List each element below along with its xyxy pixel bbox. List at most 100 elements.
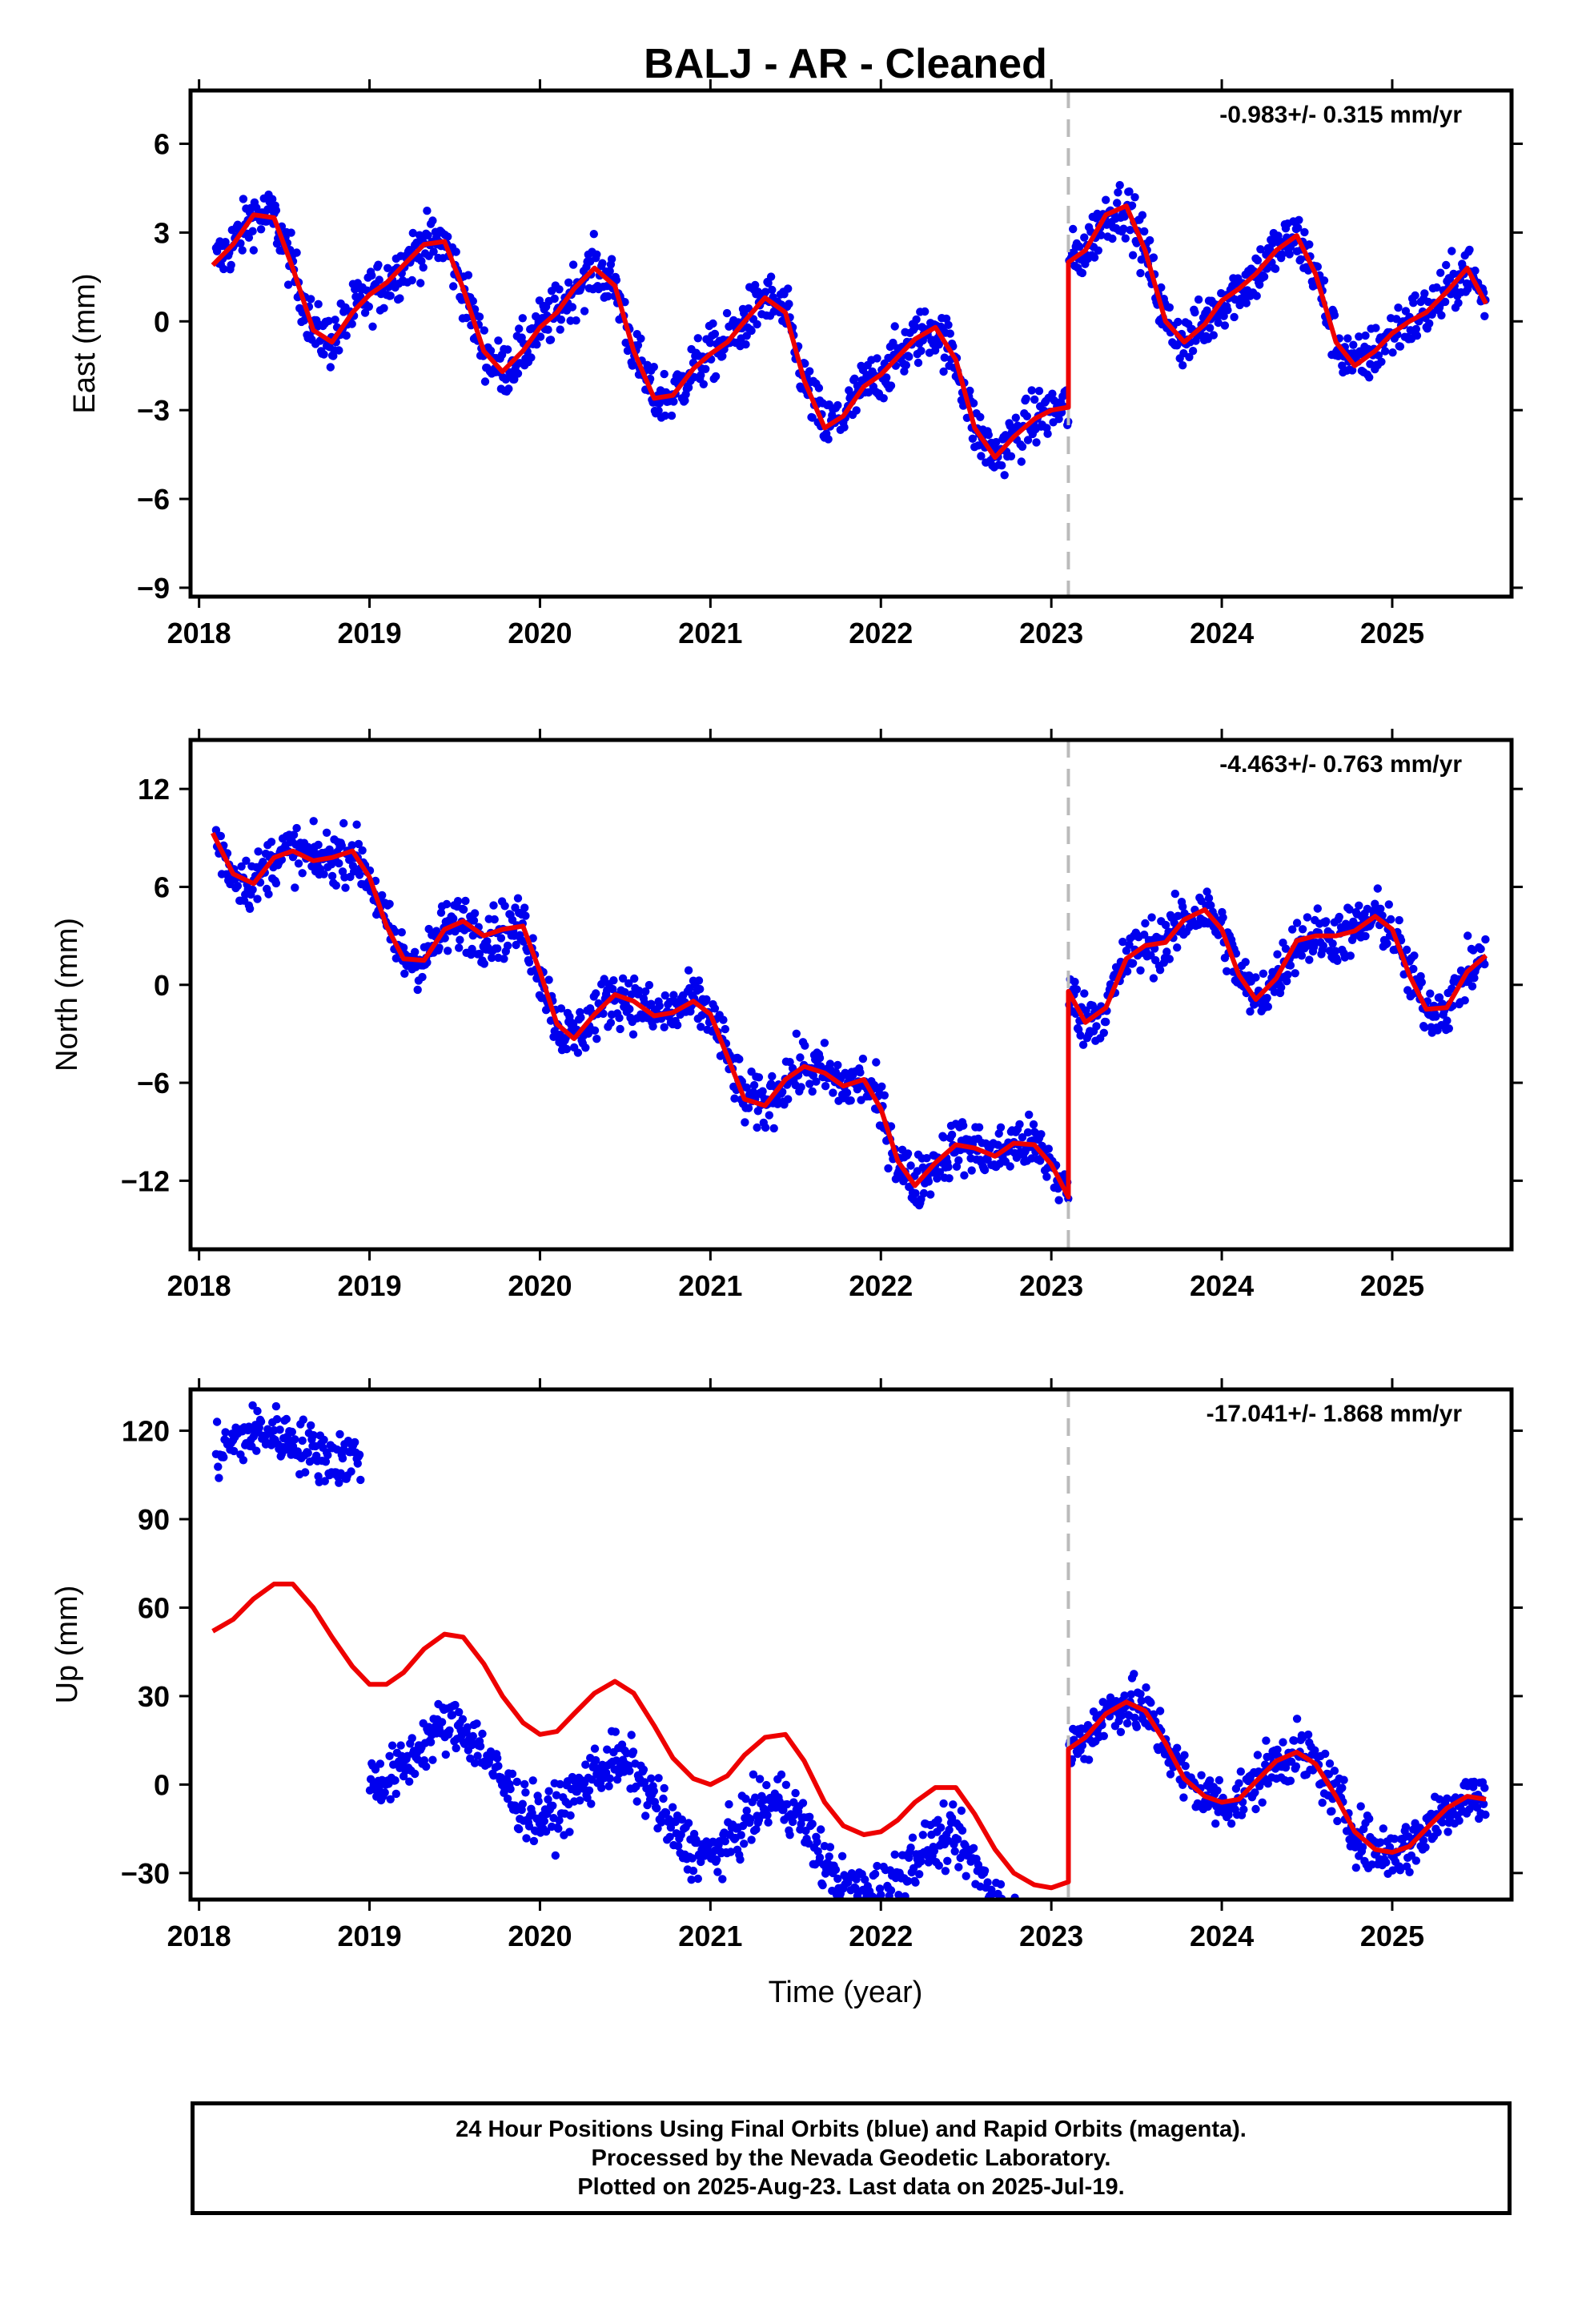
data-point bbox=[428, 216, 437, 225]
data-point bbox=[1455, 1816, 1464, 1825]
data-point bbox=[962, 1872, 970, 1880]
y-axis-label: East (mm) bbox=[68, 273, 102, 413]
data-point bbox=[825, 1852, 833, 1861]
data-point bbox=[1003, 1907, 1011, 1915]
data-point bbox=[1387, 915, 1395, 924]
data-point bbox=[1347, 366, 1357, 375]
data-point bbox=[954, 1156, 963, 1165]
data-point bbox=[1219, 913, 1227, 923]
data-point bbox=[1140, 931, 1149, 939]
data-point bbox=[1027, 386, 1036, 395]
data-point bbox=[1090, 253, 1099, 262]
data-point bbox=[701, 364, 710, 373]
data-point bbox=[808, 1087, 817, 1096]
data-point bbox=[741, 1118, 749, 1127]
data-point bbox=[1325, 1759, 1335, 1768]
data-point bbox=[480, 959, 488, 968]
data-point bbox=[1471, 266, 1480, 275]
data-point bbox=[544, 1795, 552, 1804]
data-point bbox=[1263, 994, 1271, 1003]
data-point bbox=[1116, 1727, 1126, 1736]
data-point bbox=[1303, 913, 1312, 922]
data-point bbox=[1099, 1731, 1109, 1740]
data-point bbox=[1069, 224, 1078, 234]
data-point bbox=[741, 340, 750, 349]
data-point bbox=[494, 1762, 503, 1771]
data-point bbox=[287, 228, 295, 237]
data-point bbox=[641, 987, 650, 996]
data-point bbox=[993, 1932, 1001, 1940]
data-point bbox=[906, 1844, 915, 1852]
data-point bbox=[749, 1088, 758, 1097]
y-tick-label: −6 bbox=[137, 1067, 170, 1100]
data-point bbox=[515, 324, 524, 333]
data-point bbox=[606, 1018, 616, 1027]
data-point bbox=[1174, 911, 1182, 921]
data-point bbox=[1132, 1723, 1142, 1731]
data-point bbox=[944, 1163, 953, 1172]
data-point bbox=[598, 259, 607, 267]
data-point bbox=[1029, 1120, 1038, 1129]
x-tick-label: 2022 bbox=[849, 617, 913, 649]
data-point bbox=[659, 1794, 668, 1803]
data-point bbox=[1349, 340, 1358, 349]
data-point bbox=[500, 902, 509, 911]
data-point bbox=[534, 1797, 543, 1806]
data-point bbox=[825, 1059, 835, 1068]
data-point bbox=[661, 991, 669, 1000]
data-point bbox=[852, 1875, 861, 1884]
data-point bbox=[518, 1799, 527, 1808]
data-point bbox=[858, 1054, 868, 1063]
data-point bbox=[1412, 331, 1422, 340]
data-point bbox=[746, 1815, 755, 1823]
data-point bbox=[1395, 342, 1405, 351]
data-point bbox=[1319, 941, 1328, 951]
data-point bbox=[1173, 1743, 1182, 1752]
data-point bbox=[355, 870, 364, 879]
data-point bbox=[829, 1088, 837, 1097]
data-point bbox=[307, 1421, 315, 1430]
data-point bbox=[1018, 1908, 1026, 1916]
data-point bbox=[1253, 255, 1263, 265]
data-point bbox=[1311, 1746, 1319, 1755]
data-point bbox=[1023, 1128, 1033, 1137]
data-point bbox=[1115, 181, 1124, 190]
data-point bbox=[253, 895, 262, 903]
y-tick-label: −3 bbox=[137, 394, 170, 427]
data-point bbox=[1421, 1843, 1430, 1852]
data-point bbox=[1253, 1751, 1263, 1759]
data-point bbox=[1420, 1023, 1429, 1032]
data-point bbox=[620, 298, 629, 307]
data-point bbox=[212, 1417, 222, 1426]
data-point bbox=[968, 434, 978, 443]
data-point bbox=[1296, 255, 1305, 263]
data-point bbox=[470, 1759, 480, 1767]
data-point bbox=[379, 304, 388, 312]
data-point bbox=[705, 339, 715, 348]
data-point bbox=[1136, 268, 1145, 278]
data-point bbox=[1454, 299, 1463, 308]
data-point bbox=[1371, 324, 1380, 332]
data-point bbox=[371, 1765, 380, 1774]
data-point bbox=[736, 1855, 745, 1864]
data-point bbox=[336, 1469, 345, 1478]
data-point bbox=[1263, 1002, 1273, 1011]
data-point bbox=[1113, 199, 1122, 207]
data-point bbox=[749, 1770, 758, 1779]
data-point bbox=[1165, 955, 1174, 963]
data-point bbox=[1130, 1670, 1138, 1679]
data-point bbox=[1295, 215, 1303, 224]
data-point bbox=[604, 1782, 613, 1791]
x-tick-label: 2023 bbox=[1019, 1269, 1083, 1302]
data-point bbox=[710, 329, 720, 339]
data-point bbox=[818, 1880, 827, 1890]
data-point bbox=[1141, 919, 1150, 928]
data-point bbox=[236, 239, 245, 248]
data-point bbox=[908, 1833, 917, 1842]
data-point bbox=[1279, 1738, 1287, 1747]
data-point bbox=[624, 979, 633, 988]
data-point bbox=[984, 430, 994, 440]
data-point bbox=[335, 1429, 344, 1439]
